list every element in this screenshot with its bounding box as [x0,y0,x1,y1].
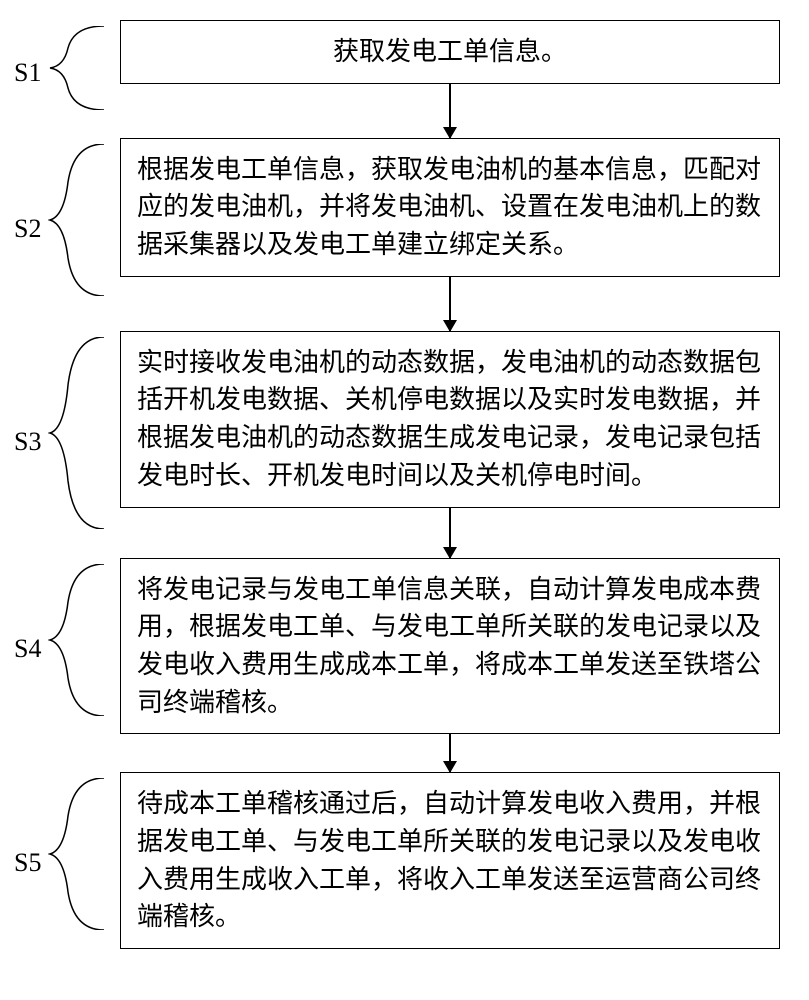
step-id-label: S5 [14,848,41,878]
connector-arrow [120,84,780,138]
flowchart-container: S1获取发电工单信息。 S2根据发电工单信息，获取发电油机的基本信息，匹配对应的发… [20,20,790,949]
curly-bracket-icon [48,778,120,935]
step-id-label: S2 [14,214,41,244]
flow-step-s5: S5待成本工单稽核通过后，自动计算发电收入费用，并根据发电工单、与发电工单所关联… [20,772,790,949]
connector-arrow [120,277,780,331]
curly-bracket-icon [48,26,120,115]
flow-step-s4: S4将发电记录与发电工单信息关联，自动计算发电成本费用，根据发电工单、与发电工单… [20,558,790,735]
flow-step-s1: S1获取发电工单信息。 [20,20,790,84]
curly-bracket-icon [48,337,120,534]
flow-step-s3: S3实时接收发电油机的动态数据，发电油机的动态数据包括开机发电数据、关机停电数据… [20,331,790,508]
curly-bracket-icon [48,144,120,301]
connector-arrow [120,734,780,772]
step-box: 待成本工单稽核通过后，自动计算发电收入费用，并根据发电工单、与发电工单所关联的发… [120,772,780,949]
curly-bracket-icon [48,564,120,721]
flow-step-s2: S2根据发电工单信息，获取发电油机的基本信息，匹配对应的发电油机，并将发电油机、… [20,138,790,277]
step-id-label: S3 [14,427,41,457]
step-box: 将发电记录与发电工单信息关联，自动计算发电成本费用，根据发电工单、与发电工单所关… [120,558,780,735]
connector-arrow [120,508,780,558]
step-box: 根据发电工单信息，获取发电油机的基本信息，匹配对应的发电油机，并将发电油机、设置… [120,138,780,277]
step-id-label: S4 [14,634,41,664]
step-box: 获取发电工单信息。 [120,20,780,84]
step-box: 实时接收发电油机的动态数据，发电油机的动态数据包括开机发电数据、关机停电数据以及… [120,331,780,508]
step-id-label: S1 [14,58,41,88]
